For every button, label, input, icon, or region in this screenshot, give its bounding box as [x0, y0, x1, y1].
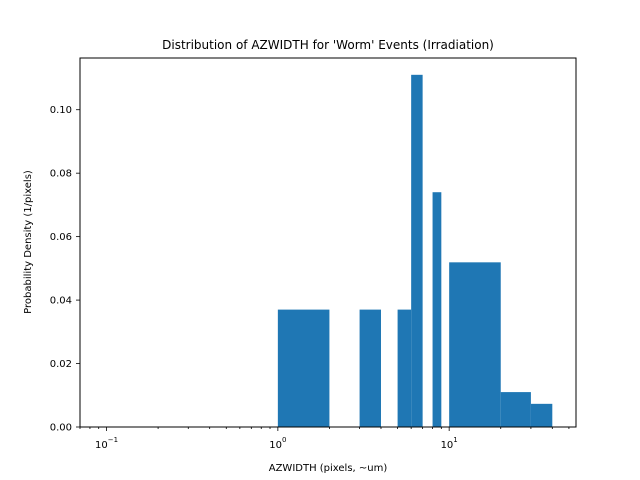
bar-1 [359, 309, 381, 427]
y-axis-label: Probability Density (1/pixels) [23, 170, 34, 314]
x-axis-label: AZWIDTH (pixels, ~um) [269, 463, 388, 474]
y-tick-label: 0.08 [50, 169, 72, 180]
y-tick-label: 0.04 [50, 296, 72, 307]
y-tick-label: 0.00 [50, 423, 72, 434]
bar-group [277, 74, 553, 428]
y-tick-label: 0.10 [50, 105, 72, 116]
plot-frame [79, 57, 577, 428]
y-tick-label: 0.02 [50, 359, 72, 370]
chart-title: Distribution of AZWIDTH for 'Worm' Event… [162, 38, 494, 52]
y-axis-ticks: 0.00 0.02 0.04 0.06 0.08 0.10 [50, 105, 80, 434]
bar-4 [432, 192, 442, 427]
x-tick-label: 101 [441, 436, 458, 451]
x-tick-label: 100 [269, 436, 286, 451]
bar-7 [530, 403, 553, 427]
y-tick-label: 0.06 [50, 232, 72, 243]
x-tick-label: 10−1 [95, 436, 118, 451]
bar-5 [449, 262, 501, 427]
bar-6 [500, 392, 531, 427]
bar-3 [411, 74, 423, 428]
bar-0 [277, 309, 330, 427]
bar-2 [397, 309, 412, 427]
